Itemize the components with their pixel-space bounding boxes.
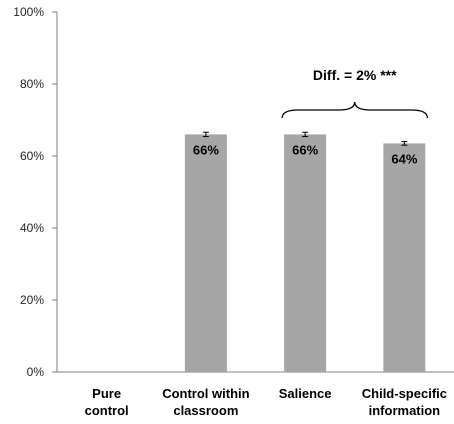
chart-labels: Pure control 66% Control within classroom 66%… bbox=[85, 142, 447, 418]
bar bbox=[184, 134, 227, 372]
x-tick-label: Salience bbox=[279, 386, 332, 401]
bar bbox=[284, 134, 327, 372]
curly-brace bbox=[281, 101, 429, 119]
bar bbox=[383, 143, 426, 372]
chart-bars bbox=[184, 131, 426, 372]
difference-annotation: Diff. = 2% *** bbox=[313, 67, 397, 83]
data-label: 64% bbox=[391, 151, 417, 166]
x-tick-label: Pure control bbox=[85, 386, 129, 418]
x-tick-label: Child-specific information bbox=[362, 386, 447, 418]
x-tick-label: Control within classroom bbox=[162, 386, 249, 418]
y-tick-label: 40% bbox=[20, 221, 44, 235]
chart-axes: 0% 20% 40% 60% 80% 100% bbox=[13, 5, 454, 379]
y-tick-label: 0% bbox=[27, 365, 45, 379]
y-tick-label: 20% bbox=[20, 293, 44, 307]
chart-annotation: Diff. = 2% *** bbox=[281, 67, 429, 119]
data-label: 66% bbox=[292, 142, 318, 157]
data-label: 66% bbox=[193, 142, 219, 157]
y-tick-label: 60% bbox=[20, 149, 44, 163]
y-tick-label: 100% bbox=[13, 5, 44, 19]
y-tick-label: 80% bbox=[20, 77, 44, 91]
